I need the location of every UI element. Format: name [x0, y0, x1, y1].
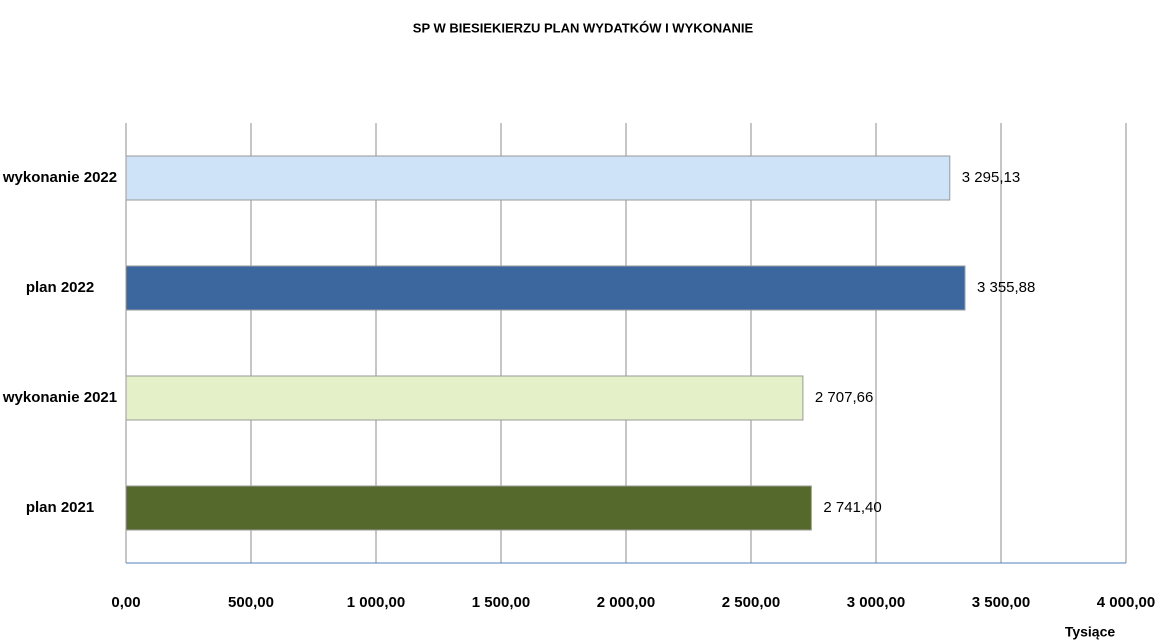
bar	[125, 485, 812, 531]
x-tick-label: 3 500,00	[972, 594, 1030, 611]
chart-title: SP W BIESIEKIERZU PLAN WYDATKÓW I WYKONA…	[413, 20, 754, 35]
value-label: 3 295,13	[962, 169, 1020, 186]
x-tick-label: 1 000,00	[347, 594, 405, 611]
x-tick-label: 500,00	[228, 594, 274, 611]
value-label: 2 741,40	[823, 499, 881, 516]
x-tick-label: 2 500,00	[722, 594, 780, 611]
bar	[125, 375, 804, 421]
x-tick-label: 3 000,00	[847, 594, 905, 611]
x-tick-label: 2 000,00	[597, 594, 655, 611]
x-tick-label: 0,00	[111, 594, 140, 611]
x-tick-label: 4 000,00	[1097, 594, 1155, 611]
y-tick-label: wykonanie 2022	[2, 169, 118, 186]
y-tick-label: wykonanie 2021	[2, 389, 118, 406]
y-tick-label: plan 2021	[25, 499, 95, 516]
bar	[125, 265, 966, 311]
bar	[125, 155, 951, 201]
value-label: 2 707,66	[815, 389, 873, 406]
x-axis-title: Tysiące	[1065, 624, 1116, 640]
y-tick-label: plan 2022	[25, 279, 95, 296]
value-label: 3 355,88	[977, 279, 1035, 296]
x-tick-label: 1 500,00	[472, 594, 530, 611]
